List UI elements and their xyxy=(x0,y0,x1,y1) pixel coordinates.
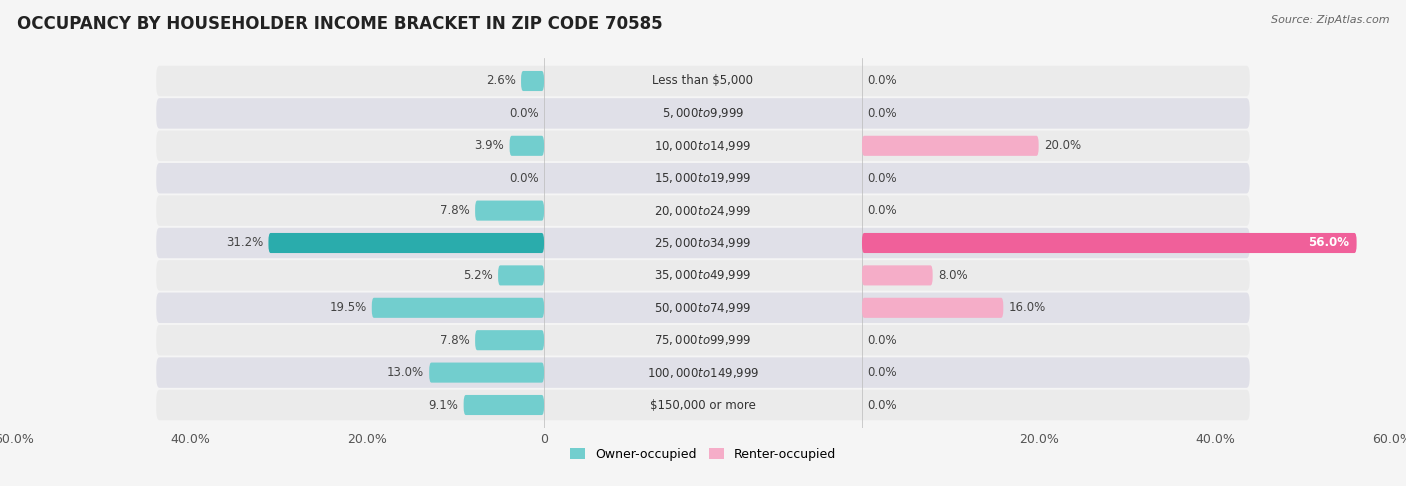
FancyBboxPatch shape xyxy=(156,195,1250,226)
FancyBboxPatch shape xyxy=(509,136,544,156)
Text: OCCUPANCY BY HOUSEHOLDER INCOME BRACKET IN ZIP CODE 70585: OCCUPANCY BY HOUSEHOLDER INCOME BRACKET … xyxy=(17,15,662,33)
Text: $75,000 to $99,999: $75,000 to $99,999 xyxy=(654,333,752,347)
Text: Source: ZipAtlas.com: Source: ZipAtlas.com xyxy=(1271,15,1389,25)
FancyBboxPatch shape xyxy=(862,233,1357,253)
Text: $10,000 to $14,999: $10,000 to $14,999 xyxy=(654,139,752,153)
Text: 0.0%: 0.0% xyxy=(509,107,538,120)
FancyBboxPatch shape xyxy=(156,163,1250,193)
FancyBboxPatch shape xyxy=(371,298,544,318)
FancyBboxPatch shape xyxy=(156,228,1250,258)
Text: $100,000 to $149,999: $100,000 to $149,999 xyxy=(647,365,759,380)
FancyBboxPatch shape xyxy=(156,98,1250,129)
Text: $20,000 to $24,999: $20,000 to $24,999 xyxy=(654,204,752,218)
FancyBboxPatch shape xyxy=(156,260,1250,291)
Text: 0.0%: 0.0% xyxy=(868,366,897,379)
FancyBboxPatch shape xyxy=(156,357,1250,388)
Text: $15,000 to $19,999: $15,000 to $19,999 xyxy=(654,171,752,185)
Text: 0.0%: 0.0% xyxy=(868,334,897,347)
Text: $50,000 to $74,999: $50,000 to $74,999 xyxy=(654,301,752,315)
Text: 0.0%: 0.0% xyxy=(868,107,897,120)
Text: 0.0%: 0.0% xyxy=(868,74,897,87)
FancyBboxPatch shape xyxy=(429,363,544,382)
Text: 8.0%: 8.0% xyxy=(938,269,967,282)
FancyBboxPatch shape xyxy=(862,265,932,285)
Text: $35,000 to $49,999: $35,000 to $49,999 xyxy=(654,268,752,282)
Text: 9.1%: 9.1% xyxy=(429,399,458,412)
Text: 20.0%: 20.0% xyxy=(1043,139,1081,152)
Text: 7.8%: 7.8% xyxy=(440,204,470,217)
FancyBboxPatch shape xyxy=(156,390,1250,420)
Text: 7.8%: 7.8% xyxy=(440,334,470,347)
Text: 16.0%: 16.0% xyxy=(1008,301,1046,314)
Text: 3.9%: 3.9% xyxy=(474,139,505,152)
FancyBboxPatch shape xyxy=(269,233,544,253)
FancyBboxPatch shape xyxy=(156,325,1250,355)
Text: 5.2%: 5.2% xyxy=(463,269,492,282)
Text: 0.0%: 0.0% xyxy=(868,399,897,412)
Text: 0.0%: 0.0% xyxy=(868,172,897,185)
FancyBboxPatch shape xyxy=(475,330,544,350)
FancyBboxPatch shape xyxy=(475,201,544,221)
FancyBboxPatch shape xyxy=(156,66,1250,96)
FancyBboxPatch shape xyxy=(464,395,544,415)
FancyBboxPatch shape xyxy=(498,265,544,285)
FancyBboxPatch shape xyxy=(862,298,1004,318)
Text: 56.0%: 56.0% xyxy=(1309,237,1350,249)
FancyBboxPatch shape xyxy=(156,293,1250,323)
Text: 31.2%: 31.2% xyxy=(226,237,263,249)
Text: Less than $5,000: Less than $5,000 xyxy=(652,74,754,87)
Text: $25,000 to $34,999: $25,000 to $34,999 xyxy=(654,236,752,250)
Text: 0.0%: 0.0% xyxy=(509,172,538,185)
Text: 0.0%: 0.0% xyxy=(868,204,897,217)
Legend: Owner-occupied, Renter-occupied: Owner-occupied, Renter-occupied xyxy=(565,443,841,466)
FancyBboxPatch shape xyxy=(862,136,1039,156)
FancyBboxPatch shape xyxy=(522,71,544,91)
Text: $150,000 or more: $150,000 or more xyxy=(650,399,756,412)
Text: $5,000 to $9,999: $5,000 to $9,999 xyxy=(662,106,744,121)
Text: 2.6%: 2.6% xyxy=(486,74,516,87)
Text: 13.0%: 13.0% xyxy=(387,366,423,379)
Text: 19.5%: 19.5% xyxy=(329,301,367,314)
FancyBboxPatch shape xyxy=(156,131,1250,161)
